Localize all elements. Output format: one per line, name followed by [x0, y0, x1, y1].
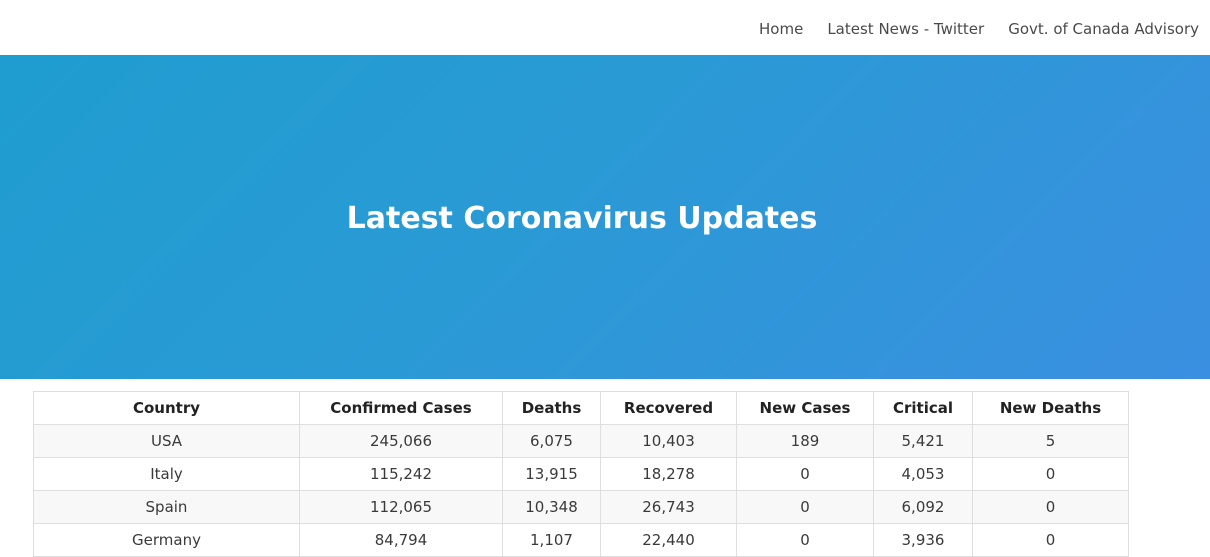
cell-recovered: 22,440 [600, 523, 737, 557]
cell-new-deaths: 0 [972, 490, 1129, 524]
cell-new-deaths: 5 [972, 424, 1129, 458]
cell-deaths: 13,915 [502, 457, 601, 491]
stats-table: Country Confirmed Cases Deaths Recovered… [33, 391, 1129, 557]
cell-critical: 6,092 [873, 490, 973, 524]
cell-country: USA [33, 424, 300, 458]
cell-new-cases: 0 [736, 523, 874, 557]
cell-country: Spain [33, 490, 300, 524]
cell-new-deaths: 0 [972, 457, 1129, 491]
cell-critical: 5,421 [873, 424, 973, 458]
cell-recovered: 18,278 [600, 457, 737, 491]
cell-deaths: 6,075 [502, 424, 601, 458]
column-header-confirmed-cases[interactable]: Confirmed Cases [299, 391, 503, 425]
nav-link-home[interactable]: Home [759, 20, 804, 38]
cell-deaths: 10,348 [502, 490, 601, 524]
cell-new-cases: 0 [736, 457, 874, 491]
table-row: USA 245,066 6,075 10,403 189 5,421 5 [33, 424, 1129, 458]
column-header-critical[interactable]: Critical [873, 391, 973, 425]
nav-link-latest-news-twitter[interactable]: Latest News - Twitter [827, 20, 985, 38]
cell-country: Italy [33, 457, 300, 491]
column-header-recovered[interactable]: Recovered [600, 391, 737, 425]
hero-banner: Latest Coronavirus Updates [0, 55, 1210, 379]
page-title: Latest Coronavirus Updates [346, 201, 818, 236]
nav-link-govt-canada-advisory[interactable]: Govt. of Canada Advisory [1008, 20, 1199, 38]
cell-recovered: 10,403 [600, 424, 737, 458]
column-header-new-cases[interactable]: New Cases [736, 391, 874, 425]
cell-country: Germany [33, 523, 300, 557]
cell-confirmed-cases: 245,066 [299, 424, 503, 458]
table-row: Germany 84,794 1,107 22,440 0 3,936 0 [33, 523, 1129, 557]
cell-confirmed-cases: 112,065 [299, 490, 503, 524]
cell-new-cases: 0 [736, 490, 874, 524]
column-header-deaths[interactable]: Deaths [502, 391, 601, 425]
column-header-new-deaths[interactable]: New Deaths [972, 391, 1129, 425]
table-header-row: Country Confirmed Cases Deaths Recovered… [33, 391, 1129, 425]
cell-new-deaths: 0 [972, 523, 1129, 557]
cell-recovered: 26,743 [600, 490, 737, 524]
nav-links: Home Latest News - Twitter Govt. of Cana… [735, 18, 1199, 40]
cell-deaths: 1,107 [502, 523, 601, 557]
table-row: Italy 115,242 13,915 18,278 0 4,053 0 [33, 457, 1129, 491]
navbar: Home Latest News - Twitter Govt. of Cana… [0, 0, 1210, 55]
cell-new-cases: 189 [736, 424, 874, 458]
cell-confirmed-cases: 115,242 [299, 457, 503, 491]
table-row: Spain 112,065 10,348 26,743 0 6,092 0 [33, 490, 1129, 524]
stats-table-container: Country Confirmed Cases Deaths Recovered… [33, 391, 1129, 557]
cell-critical: 3,936 [873, 523, 973, 557]
column-header-country[interactable]: Country [33, 391, 300, 425]
cell-critical: 4,053 [873, 457, 973, 491]
cell-confirmed-cases: 84,794 [299, 523, 503, 557]
